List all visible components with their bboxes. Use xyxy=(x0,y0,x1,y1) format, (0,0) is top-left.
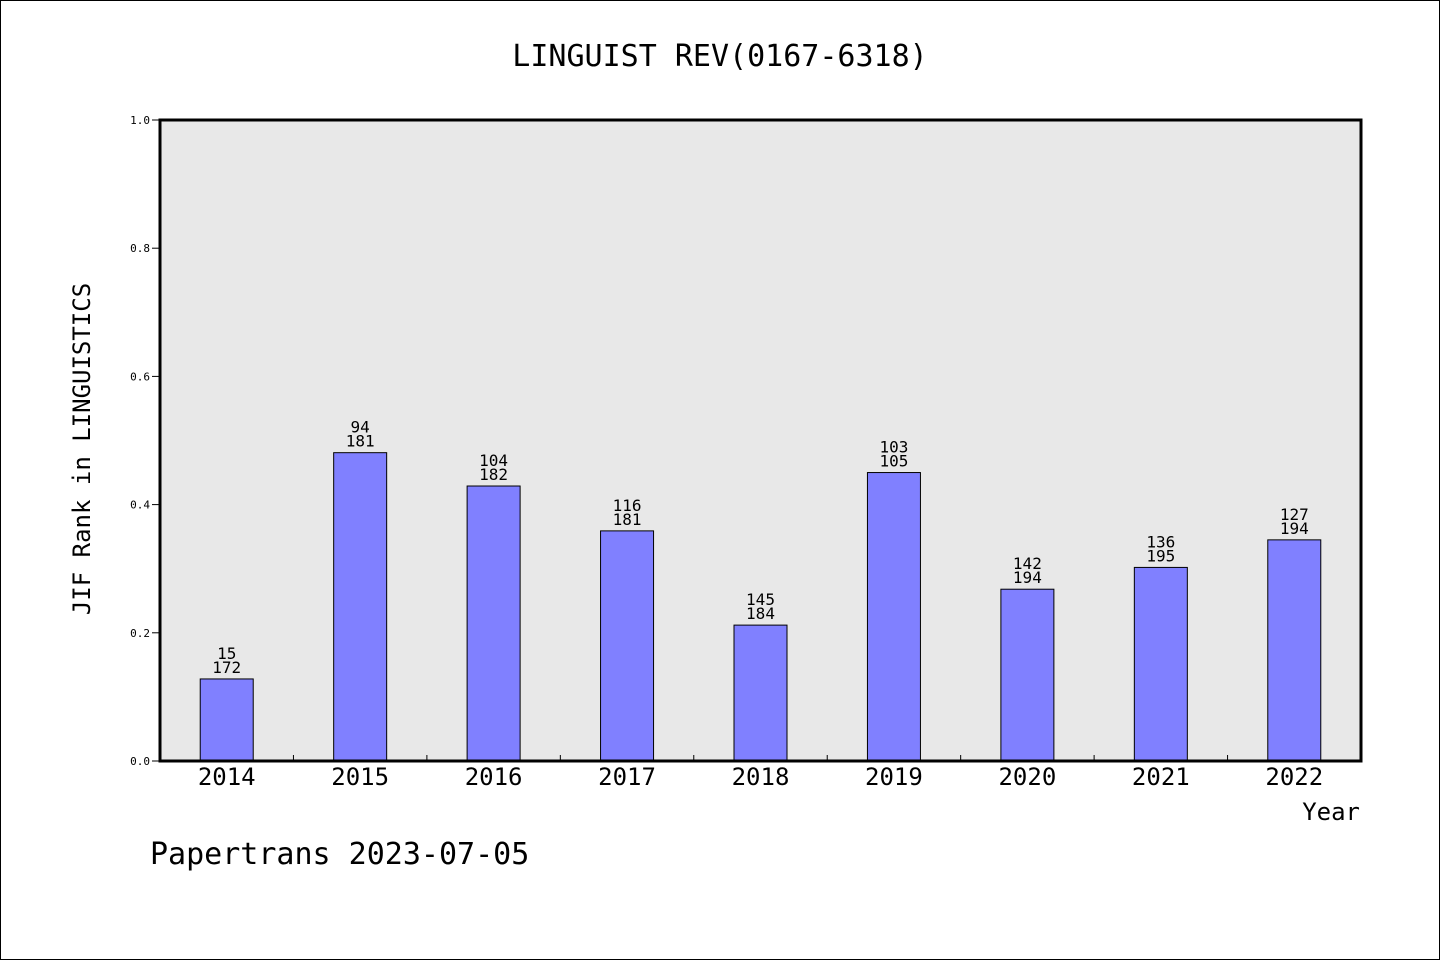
bar xyxy=(866,472,921,762)
footer-credit: Papertrans 2023-07-05 xyxy=(150,837,529,872)
bar-rank-label: 15 xyxy=(217,644,236,663)
bar xyxy=(199,678,254,762)
bar-total-label: 194 xyxy=(1280,519,1309,538)
bar-rank-label: 145 xyxy=(746,590,775,609)
bar-total-label: 195 xyxy=(1146,546,1175,565)
x-tick-label: 2018 xyxy=(732,763,790,791)
bar xyxy=(333,452,388,762)
bar-total-label: 105 xyxy=(879,452,908,471)
y-tick-label: 0.0 xyxy=(130,755,150,768)
x-tick-label: 2014 xyxy=(198,763,256,791)
bar-rank-label: 142 xyxy=(1013,554,1042,573)
x-tick-label: 2016 xyxy=(465,763,523,791)
bar-rank-label: 116 xyxy=(613,496,642,515)
x-axis-label: Year xyxy=(1302,798,1360,826)
bar xyxy=(1267,539,1322,762)
x-tick-label: 2020 xyxy=(998,763,1056,791)
bars xyxy=(199,452,1322,762)
bar-total-label: 182 xyxy=(479,465,508,484)
y-axis-label: JIF Rank in LINGUISTICS xyxy=(68,283,96,615)
bar-total-label: 184 xyxy=(746,604,775,623)
bar-labels: 1517294181104182116181145184103105142194… xyxy=(212,418,1308,677)
bar-total-label: 181 xyxy=(613,510,642,529)
x-axis-ticks: 2014 2015 2016 2017 2018 2019 2020 2021 2022 xyxy=(198,755,1323,791)
bar xyxy=(466,485,521,762)
plot-border xyxy=(158,118,1363,763)
x-tick-label: 2019 xyxy=(865,763,923,791)
bar-rank-label: 104 xyxy=(479,451,508,470)
bar-total-label: 194 xyxy=(1013,568,1042,587)
y-tick-label: 0.4 xyxy=(130,499,150,512)
bar-rank-label: 103 xyxy=(879,438,908,457)
y-tick-label: 0.6 xyxy=(130,370,150,383)
chart-title: LINGUIST REV(0167-6318) xyxy=(512,39,927,74)
x-tick-label: 2015 xyxy=(331,763,389,791)
bar-rank-label: 127 xyxy=(1280,505,1309,524)
x-tick-label: 2022 xyxy=(1265,763,1323,791)
x-tick-label: 2017 xyxy=(598,763,656,791)
bar-rank-label: 136 xyxy=(1146,532,1175,551)
bar xyxy=(1000,588,1055,762)
y-tick-label: 1.0 xyxy=(130,114,150,127)
x-tick-label: 2021 xyxy=(1132,763,1190,791)
y-tick-label: 0.8 xyxy=(130,242,150,255)
y-tick-label: 0.2 xyxy=(130,627,150,640)
bar-rank-label: 94 xyxy=(351,418,370,437)
y-axis-ticks: 0.0 0.2 0.4 0.6 0.8 1.0 xyxy=(130,114,160,768)
bar xyxy=(733,624,788,762)
bar-total-label: 172 xyxy=(212,658,241,677)
bar xyxy=(600,530,655,762)
bar-total-label: 181 xyxy=(346,432,375,451)
bar xyxy=(1133,566,1188,762)
